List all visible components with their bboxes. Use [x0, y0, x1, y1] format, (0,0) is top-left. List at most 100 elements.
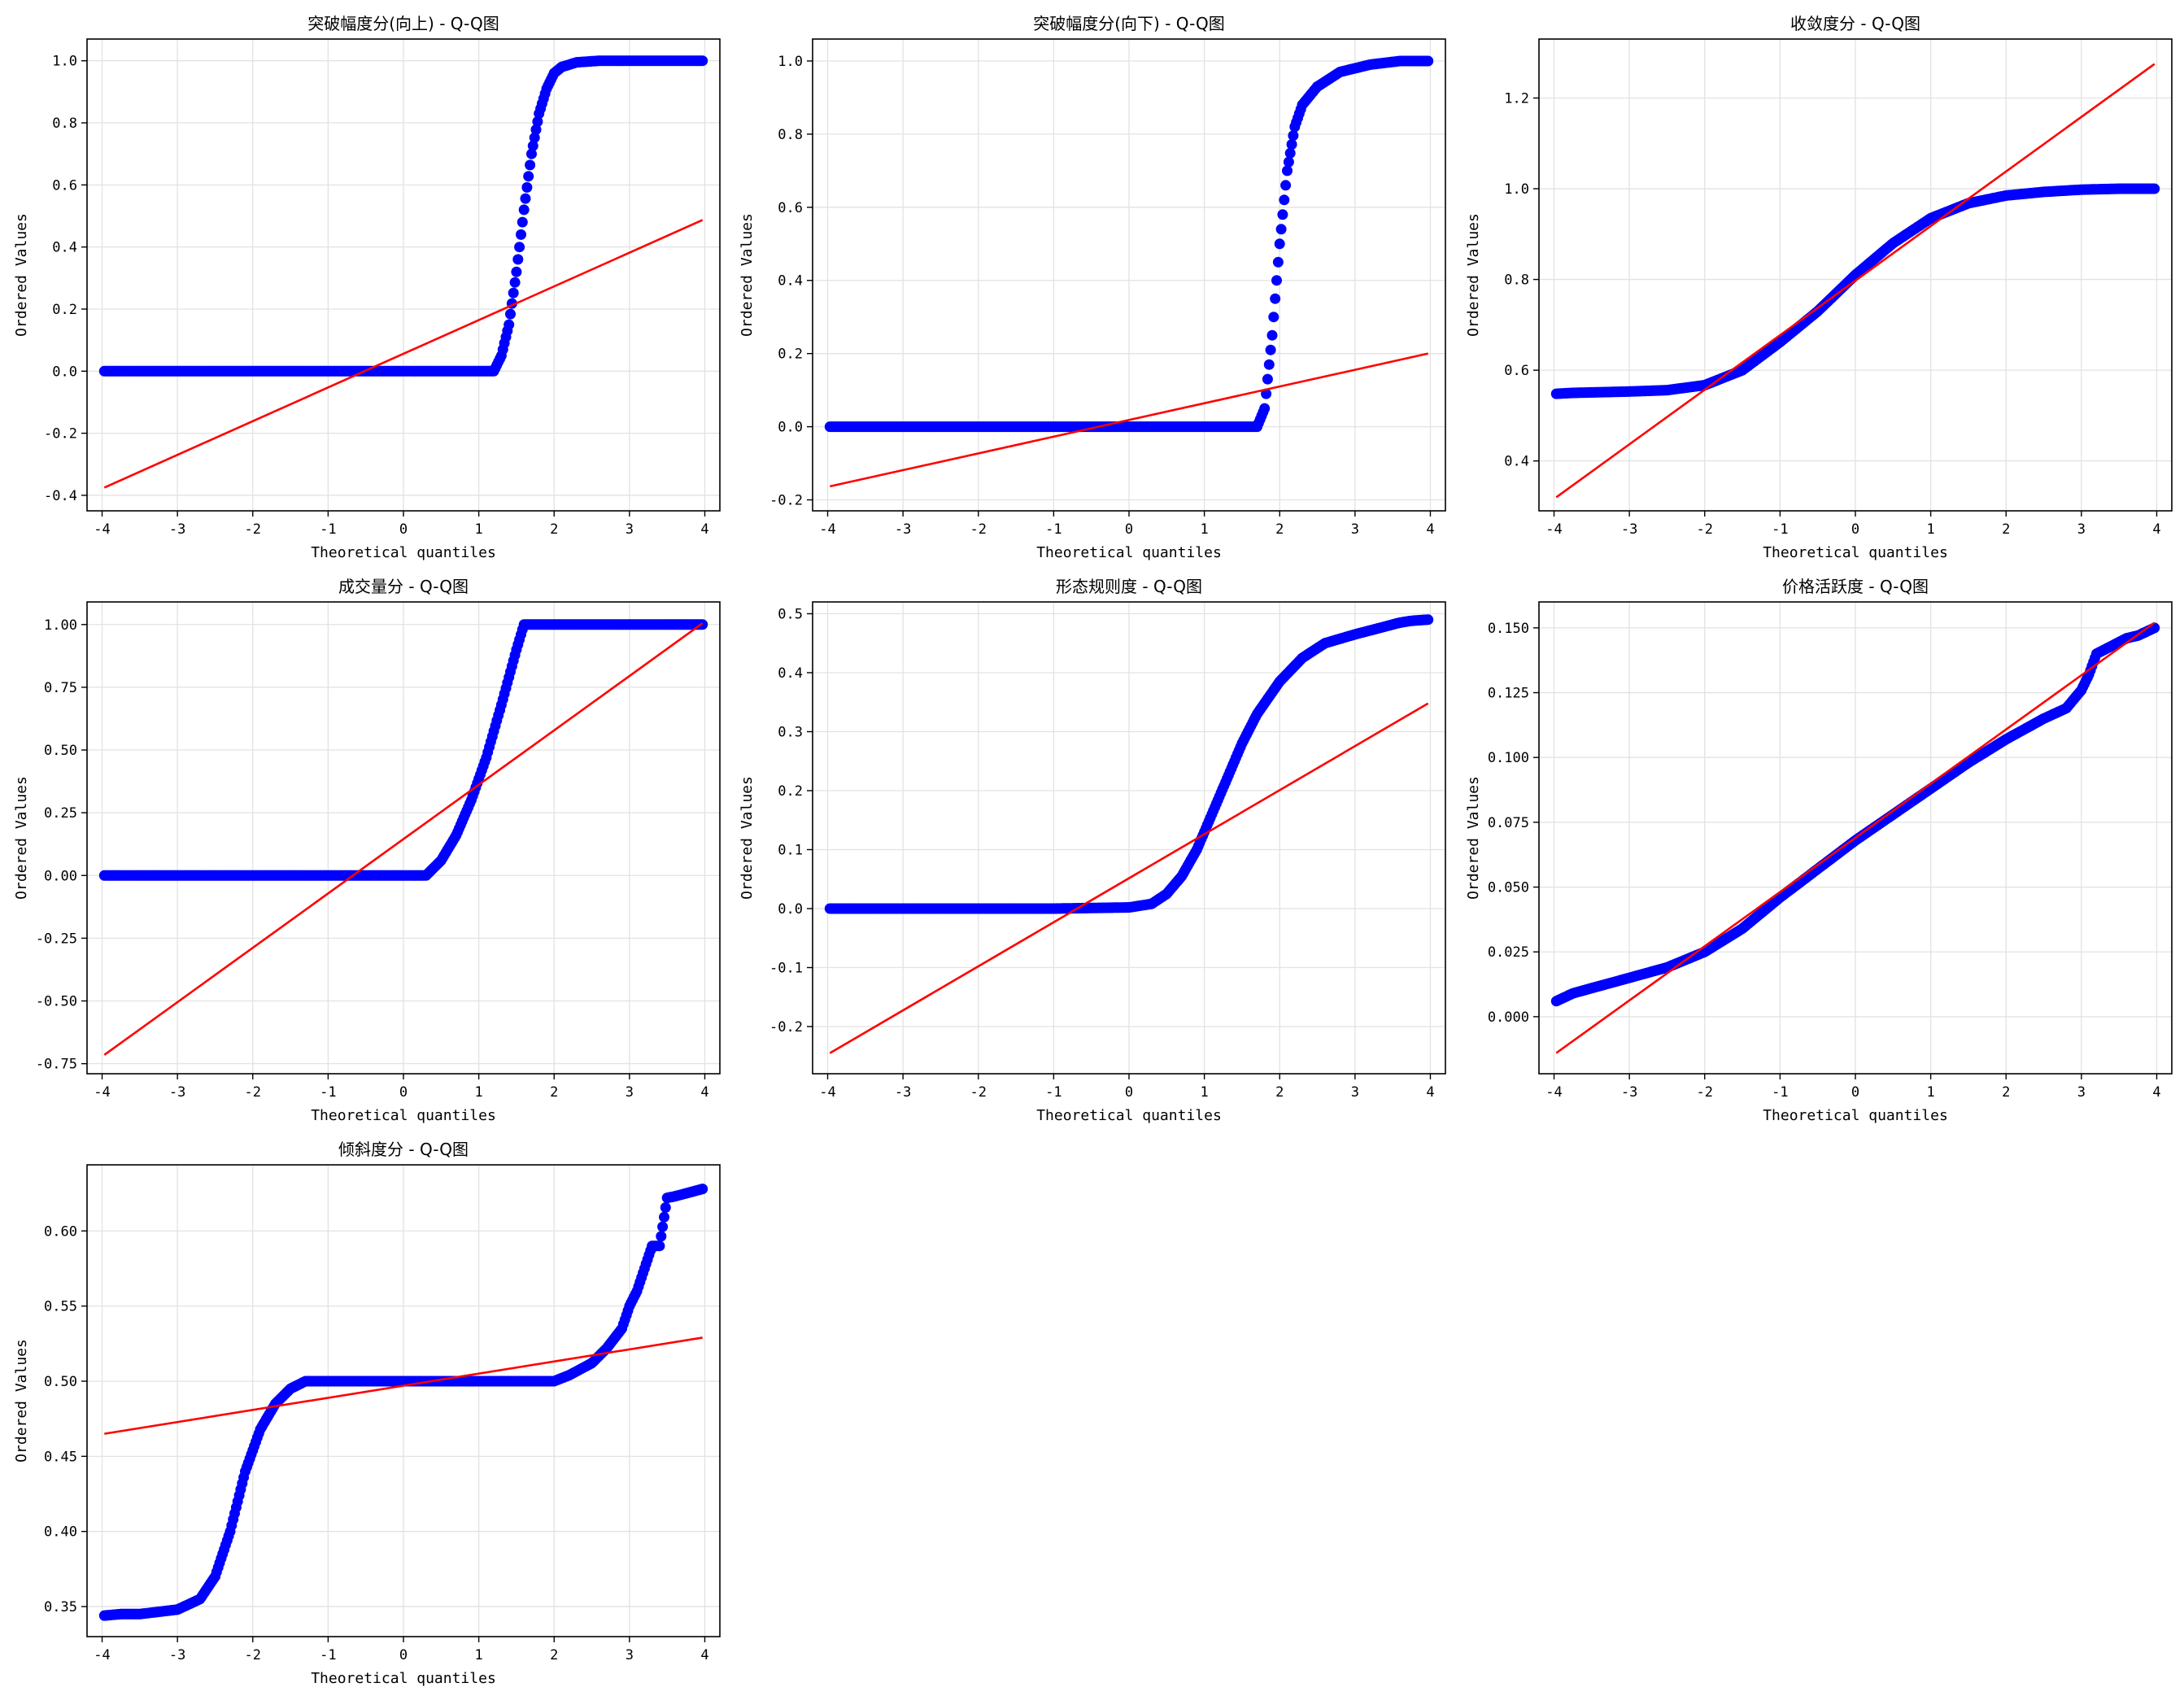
- x-tick-label: 4: [700, 1084, 708, 1101]
- y-tick-label: 1.0: [52, 54, 77, 70]
- x-tick-label: 0: [1851, 1084, 1859, 1101]
- qq-panel-6: -4 -3 -2 -1 0 1 2 3 4 0.000 0.025 0.050 0.075 0.100 0.…: [1465, 577, 2173, 1124]
- y-tick-label: 0.2: [778, 783, 803, 800]
- y-tick-label: -0.1: [769, 961, 803, 977]
- y-tick-label: 0.55: [44, 1299, 77, 1315]
- panel-title: 形态规则度 - Q-Q图: [1056, 577, 1202, 596]
- qq-point: [1259, 403, 1271, 414]
- x-tick-label: 4: [700, 521, 708, 538]
- qq-point: [525, 159, 536, 171]
- y-tick-label: 0.4: [778, 665, 803, 682]
- x-tick-label: 0: [399, 1084, 408, 1101]
- y-tick-label: -0.75: [36, 1057, 77, 1073]
- fit-line: [830, 352, 1428, 488]
- x-tick-label: 0: [399, 521, 408, 538]
- qq-point: [523, 171, 534, 182]
- qq-point: [1286, 139, 1297, 150]
- x-axis-label: Theoretical quantiles: [1036, 1107, 1222, 1124]
- x-tick-label: 3: [1351, 521, 1359, 538]
- x-axis-label: Theoretical quantiles: [311, 1670, 496, 1687]
- y-tick-label: 0.2: [778, 347, 803, 363]
- x-tick-label: 1: [1200, 1084, 1208, 1101]
- y-tick-label: 1.2: [1504, 91, 1529, 107]
- x-tick-label: -1: [320, 521, 336, 538]
- y-tick-label: 0.25: [44, 805, 77, 822]
- panel-title: 成交量分 - Q-Q图: [338, 577, 469, 596]
- qq-point: [529, 132, 540, 143]
- qq-point: [532, 116, 543, 127]
- y-tick-label: 0.3: [778, 725, 803, 741]
- qq-point: [1279, 194, 1290, 206]
- qq-point: [659, 1211, 669, 1223]
- qq-point: [1268, 312, 1279, 323]
- y-tick-label: 0.2: [52, 302, 77, 318]
- qq-point: [503, 319, 515, 330]
- x-tick-label: 1: [474, 1647, 482, 1663]
- y-tick-label: 0.8: [778, 127, 803, 143]
- qq-point: [1266, 329, 1278, 341]
- x-tick-label: 2: [550, 1647, 558, 1663]
- qq-point: [1288, 130, 1299, 142]
- panel-title: 突破幅度分(向上) - Q-Q图: [307, 14, 499, 33]
- y-axis-label: Ordered Values: [739, 776, 756, 900]
- x-tick-label: 4: [1426, 521, 1434, 538]
- y-tick-label: 0.8: [1504, 272, 1529, 289]
- y-tick-label: 0.35: [44, 1599, 77, 1615]
- x-tick-label: 4: [700, 1647, 708, 1663]
- y-tick-label: 0.100: [1488, 750, 1529, 766]
- y-tick-label: 0.4: [52, 240, 77, 256]
- x-tick-label: -1: [1045, 1084, 1061, 1101]
- fit-line: [1555, 63, 2156, 499]
- x-tick-label: -2: [245, 1084, 261, 1101]
- x-tick-label: 4: [2152, 521, 2160, 538]
- qq-point: [657, 1221, 669, 1232]
- panel-title: 倾斜度分 - Q-Q图: [338, 1140, 469, 1159]
- y-tick-label: 0.50: [44, 743, 77, 759]
- x-tick-label: 2: [550, 1084, 558, 1101]
- y-axis-label: Ordered Values: [1465, 776, 1482, 900]
- x-tick-label: -2: [245, 521, 261, 538]
- qq-point: [521, 181, 533, 193]
- qq-point: [1282, 165, 1293, 177]
- qq-point: [1283, 156, 1294, 168]
- qq-points: [824, 55, 1434, 433]
- qq-points: [1550, 622, 2160, 1007]
- qq-point: [512, 254, 524, 265]
- x-tick-label: 3: [626, 1084, 634, 1101]
- y-tick-label: -0.2: [769, 1019, 803, 1035]
- x-tick-label: -3: [169, 521, 185, 538]
- x-tick-label: 3: [2077, 521, 2086, 538]
- y-tick-label: 1.00: [44, 617, 77, 634]
- y-tick-label: 0.6: [52, 177, 77, 194]
- qq-point: [516, 229, 526, 240]
- x-tick-label: -3: [895, 521, 911, 538]
- y-tick-label: 0.0: [778, 420, 803, 436]
- x-axis-label: Theoretical quantiles: [311, 1107, 496, 1124]
- qq-point: [654, 1240, 665, 1252]
- y-tick-label: 0.000: [1488, 1009, 1529, 1026]
- x-tick-label: -3: [1621, 1084, 1637, 1101]
- x-tick-label: -4: [94, 1084, 110, 1101]
- y-tick-label: 1.0: [778, 54, 803, 70]
- y-tick-label: 0.0: [778, 901, 803, 918]
- y-tick-label: 0.0: [52, 364, 77, 380]
- x-axis-label: Theoretical quantiles: [1763, 544, 1948, 561]
- x-tick-label: -1: [1772, 521, 1788, 538]
- y-tick-label: -0.2: [44, 426, 77, 443]
- qq-point: [1271, 275, 1282, 286]
- x-tick-label: 0: [399, 1647, 408, 1663]
- y-tick-label: 0.075: [1488, 815, 1529, 831]
- qq-point: [1284, 147, 1296, 159]
- x-tick-label: 3: [1351, 1084, 1359, 1101]
- y-tick-label: -0.50: [36, 994, 77, 1010]
- x-tick-label: 3: [626, 1647, 634, 1663]
- panel-title: 突破幅度分(向下) - Q-Q图: [1033, 14, 1225, 33]
- x-tick-label: -2: [970, 521, 987, 538]
- qq-point: [1270, 293, 1281, 304]
- y-tick-label: 0.75: [44, 680, 77, 696]
- qq-points: [824, 614, 1434, 914]
- x-axis-label: Theoretical quantiles: [1036, 544, 1222, 561]
- x-tick-label: 1: [1926, 521, 1934, 538]
- y-tick-label: 1.0: [1504, 181, 1529, 198]
